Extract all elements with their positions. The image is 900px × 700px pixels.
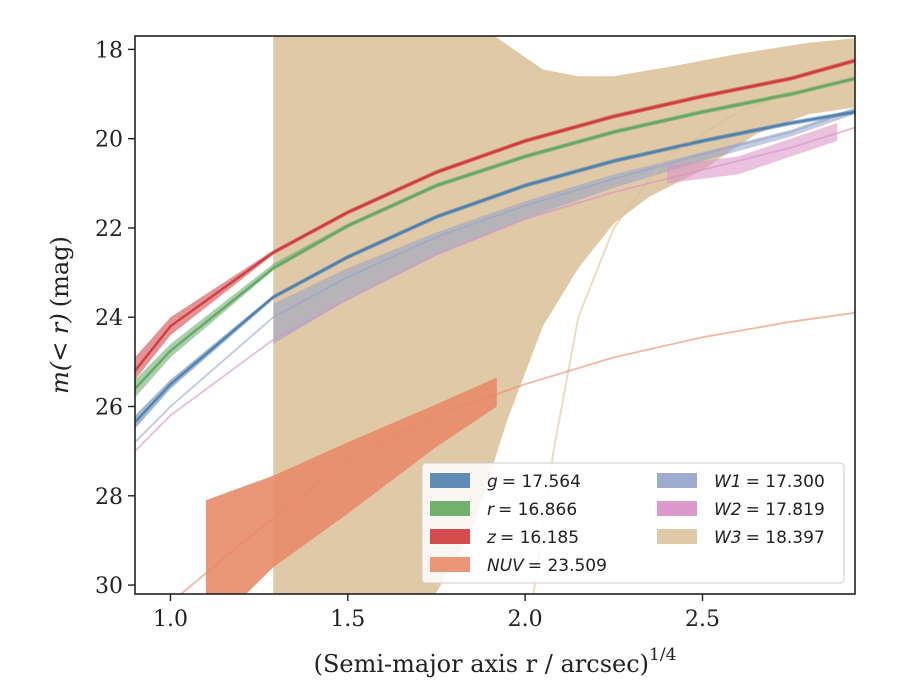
y-tick-label: 30 — [95, 574, 123, 599]
legend-swatch-g — [430, 473, 470, 488]
legend-swatch-w1 — [657, 473, 697, 488]
series-line-g — [135, 110, 855, 423]
y-tick-label: 24 — [95, 306, 123, 331]
plot-frame — [134, 35, 856, 595]
legend-value-w3: = 18.397 — [746, 528, 825, 548]
legend-value-w2: = 17.819 — [746, 500, 825, 520]
legend-symbol-w3: W3 — [714, 528, 742, 548]
legend-symbol-nuv: NUV — [487, 556, 525, 576]
x-axis-label-superscript: 1/4 — [649, 645, 676, 665]
x-axis-label: (Semi-major axis r / arcsec)1/4 — [314, 645, 677, 678]
series-line-r — [135, 77, 855, 390]
legend-label-w3: W3 = 18.397 — [714, 528, 825, 548]
legend-label-r: r = 16.866 — [487, 500, 577, 520]
y-tick-label: 26 — [95, 396, 123, 421]
y-tick-label: 18 — [95, 38, 123, 63]
legend-symbol-r: r — [487, 500, 495, 520]
x-tick-label: 1.5 — [330, 607, 365, 632]
y-tick-label: 22 — [95, 217, 123, 242]
x-tick-label: 2.5 — [685, 607, 720, 632]
band-w1 — [273, 107, 855, 345]
legend-swatch-z — [430, 529, 470, 544]
legend-swatch-nuv — [430, 557, 470, 572]
legend-value-z: = 16.185 — [500, 528, 579, 548]
legend-frame — [421, 462, 845, 584]
x-tick-label: 2.0 — [508, 607, 543, 632]
legend-value-r: = 16.866 — [498, 500, 577, 520]
legend-value-w1: = 17.300 — [746, 472, 825, 492]
legend-value-nuv: = 23.509 — [528, 556, 607, 576]
legend-label-z: z = 16.185 — [486, 528, 579, 548]
legend-symbol-z: z — [486, 528, 497, 548]
series-line-z — [135, 59, 855, 372]
series-line-nuv — [179, 311, 855, 594]
y-tick-label: 20 — [95, 128, 123, 153]
curve-layer — [135, 59, 855, 594]
tick-layer: 1.0 1.5 2.0 2.5 18 20 22 24 26 28 30 — [95, 38, 720, 632]
legend-swatch-r — [430, 501, 470, 516]
y-axis-label-symbol: m(< r) — [46, 313, 74, 394]
legend-label-nuv: NUV = 23.509 — [487, 556, 607, 576]
series-line-w1 — [135, 108, 855, 443]
legend-swatch-w2 — [657, 501, 697, 516]
legend-label-g: g = 17.564 — [487, 472, 581, 492]
legend-symbol-g: g — [487, 472, 498, 492]
legend-swatch-w3 — [657, 529, 697, 544]
legend-value-g: = 17.564 — [502, 472, 581, 492]
legend-label-w2: W2 = 17.819 — [714, 500, 825, 520]
x-axis-label-main: (Semi-major axis r / arcsec) — [314, 650, 649, 678]
legend-symbol-w2: W2 — [714, 500, 742, 520]
legend-symbol-w1: W1 — [714, 472, 742, 492]
y-axis-label: m(< r) (mag) — [46, 236, 74, 394]
legend-label-w1: W1 = 17.300 — [714, 472, 825, 492]
y-axis-label-unit: (mag) — [46, 236, 74, 307]
band-nuv — [205, 377, 497, 594]
series-line-w2 — [135, 126, 855, 452]
y-tick-label: 28 — [95, 485, 123, 510]
x-tick-label: 1.0 — [153, 607, 188, 632]
